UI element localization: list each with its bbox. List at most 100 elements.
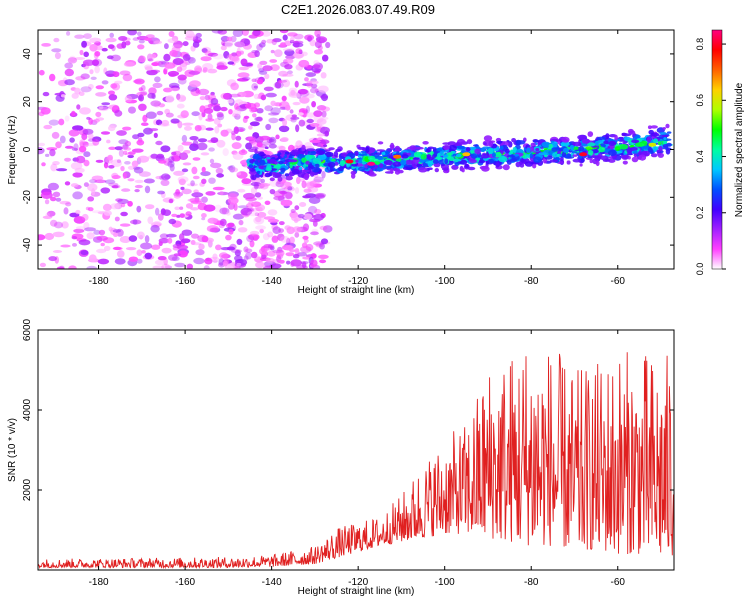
heatmap-noise-blob [88, 254, 97, 262]
heatmap-noise-blob [182, 54, 191, 61]
heatmap-noise-blob [44, 232, 55, 241]
heatmap-noise-blob [197, 88, 210, 96]
heatmap-noise-blob [301, 261, 307, 269]
heatmap-noise-blob [252, 113, 257, 118]
heatmap-noise-blob [204, 257, 213, 265]
heatmap-noise-blob [56, 168, 68, 172]
heatmap-ridge-blob [596, 136, 606, 140]
heatmap-noise-blob [95, 159, 104, 163]
heatmap-noise-blob [200, 171, 211, 177]
heatmap-noise-blob [203, 204, 216, 212]
heatmap-noise-blob [176, 94, 187, 103]
heatmap-noise-blob [204, 50, 212, 56]
heatmap-noise-blob [131, 160, 139, 168]
heatmap-noise-blob [191, 111, 200, 117]
heatmap-noise-blob [101, 102, 111, 106]
heatmap-noise-blob [100, 187, 111, 194]
heatmap-noise-blob [211, 30, 223, 34]
heatmap-noise-blob [91, 175, 104, 181]
heatmap-noise-blob [102, 203, 112, 211]
heatmap-noise-blob [52, 191, 61, 198]
heatmap-ridge-blob [259, 151, 265, 156]
heatmap-noise-blobs [38, 30, 333, 269]
heatmap-noise-blob [320, 238, 329, 245]
heatmap-noise-blob [134, 189, 140, 193]
heatmap-noise-blob [63, 207, 69, 215]
heatmap-noise-blob [90, 76, 97, 81]
heatmap-noise-blob [227, 61, 235, 65]
colorbar-ticks: 0.0 0.2 0.4 0.6 0.8 [695, 38, 726, 275]
heatmap-noise-blob [251, 251, 258, 259]
heatmap-ridge-blob [432, 147, 437, 152]
heatmap-noise-blob [273, 190, 285, 198]
heatmap-noise-blob [238, 219, 244, 226]
heatmap-noise-blob [119, 223, 131, 227]
heatmap-noise-blob [51, 131, 60, 139]
heatmap-noise-blob [111, 159, 122, 167]
heatmap-noise-blob [216, 139, 226, 148]
heatmap-noise-blob [293, 33, 304, 40]
heatmap-noise-blob [235, 50, 242, 57]
heatmap-noise-blob [138, 39, 145, 44]
heatmap-noise-blob [219, 190, 224, 196]
heatmap-noise-blob [43, 124, 53, 130]
heatmap-noise-blob [319, 242, 325, 250]
heatmap-ridge-blob [468, 157, 478, 164]
heatmap-ridge-blob [379, 163, 384, 169]
heatmap-noise-blob [83, 151, 91, 158]
heatmap-noise-blob [278, 70, 289, 77]
heatmap-noise-blob [262, 233, 270, 241]
heatmap-noise-blob [200, 56, 212, 62]
heatmap-noise-blob [320, 72, 327, 79]
heatmap-noise-blob [181, 229, 193, 236]
heatmap-noise-blob [219, 218, 227, 227]
heatmap-ridge-blob [298, 166, 303, 170]
heatmap-noise-blob [144, 37, 153, 42]
heatmap-ridge-blob [413, 157, 420, 160]
heatmap-ridge-blob [502, 164, 510, 171]
heatmap-noise-blob [114, 146, 123, 151]
heatmap-ridge-blob [358, 153, 368, 157]
heatmap-noise-blob [248, 233, 260, 241]
heatmap-noise-blob [212, 186, 225, 191]
heatmap-noise-blob [254, 212, 260, 216]
heatmap-noise-blob [138, 87, 143, 92]
heatmap-noise-blob [280, 199, 293, 207]
heatmap-noise-blob [259, 247, 268, 255]
heatmap-noise-blob [124, 40, 131, 46]
heatmap-noise-blob [88, 83, 94, 90]
colorbar: 0.0 0.2 0.4 0.6 0.8 Normalized spectral ampl… [695, 29, 745, 275]
heatmap-noise-blob [318, 37, 326, 44]
heatmap-noise-blob [194, 125, 202, 132]
heatmap-ridge-blob [595, 160, 600, 167]
heatmap-noise-blob [309, 39, 316, 47]
heatmap-noise-blob [145, 34, 155, 39]
heatmap-noise-blob [233, 126, 239, 134]
heatmap-noise-blob [232, 109, 242, 117]
heatmap-noise-blob [182, 122, 194, 126]
heatmap-noise-blob [269, 138, 275, 143]
heatmap-ridge-blob [355, 159, 359, 163]
heatmap-noise-blob [66, 31, 71, 36]
heatmap-noise-blob [127, 178, 135, 182]
heatmap-noise-blob [75, 226, 86, 230]
heatmap-ridge-blob [305, 160, 310, 165]
heatmap-noise-blob [173, 253, 182, 257]
heatmap-ridge-blob [529, 153, 534, 159]
heatmap-noise-blob [133, 166, 141, 170]
heatmap-noise-blob [177, 120, 183, 129]
heatmap-noise-blob [49, 73, 56, 82]
heatmap-noise-blob [42, 91, 50, 97]
heatmap-noise-blob [295, 124, 300, 133]
heatmap-noise-blob [176, 103, 185, 109]
colorbar-tick-label: 0.6 [695, 94, 705, 107]
heatmap-ridge-blob [603, 140, 610, 145]
heatmap-noise-blob [282, 73, 294, 77]
heatmap-noise-blob [198, 243, 205, 250]
snr-panel: -180 -160 -140 -120 -100 -80 -60 200040006000 … [7, 318, 675, 597]
heatmap-ridge-blob [288, 159, 298, 163]
heatmap-noise-blob [119, 236, 131, 243]
heatmap-noise-blob [278, 125, 290, 133]
heatmap-noise-blob [108, 182, 119, 187]
heatmap-noise-blob [140, 242, 153, 250]
